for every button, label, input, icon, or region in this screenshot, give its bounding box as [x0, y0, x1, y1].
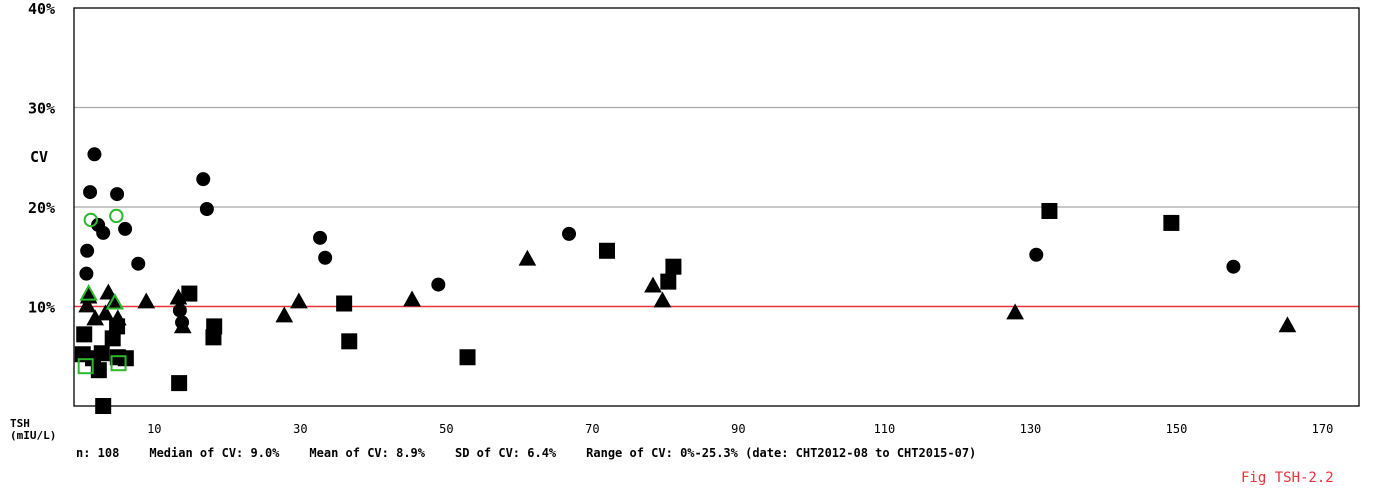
point-circle: [83, 185, 98, 200]
point-triangle: [137, 292, 156, 309]
point-square: [109, 318, 126, 335]
point-circle: [80, 243, 95, 258]
stat-median: Median of CV: 9.0%: [149, 446, 280, 460]
point-circle: [562, 226, 577, 241]
point-triangle: [79, 284, 98, 301]
point-square: [336, 295, 353, 312]
x-tick-label: 90: [731, 422, 745, 436]
point-square: [1163, 214, 1180, 231]
x-tick-label: 110: [874, 422, 896, 436]
stat-n: n: 108: [76, 446, 120, 460]
point-square: [665, 258, 682, 275]
point-circle: [1226, 259, 1241, 274]
point-circle: [318, 250, 333, 265]
y-axis-label: CV: [30, 148, 48, 166]
x-tick-label: 10: [147, 422, 161, 436]
stat-mean: Mean of CV: 8.9%: [309, 446, 425, 460]
point-square: [660, 273, 677, 290]
point-square: [95, 398, 112, 414]
grid-lines: [74, 106, 1359, 208]
point-triangle: [1006, 303, 1024, 320]
point-circle: [199, 201, 214, 216]
plot-frame: [73, 7, 1360, 407]
y-tick-label: 20%: [28, 199, 55, 217]
point-triangle: [275, 306, 294, 323]
point-circle: [79, 266, 94, 281]
x-tick-label: 130: [1020, 422, 1042, 436]
y-tick-label: 30%: [28, 100, 55, 118]
point-circle: [313, 230, 328, 245]
point-square: [110, 355, 127, 372]
figure-label: Fig TSH-2.2: [1241, 470, 1334, 486]
point-square: [171, 375, 188, 392]
point-circle: [96, 225, 111, 240]
stat-range: Range of CV: 0%-25.3% (date: CHT2012-08 …: [586, 446, 977, 460]
x-tick-label: 70: [585, 422, 599, 436]
point-square: [93, 345, 110, 362]
point-circle: [118, 221, 133, 236]
x-tick-labels: 10 30 50 70 90 110 130 150 170: [147, 422, 1333, 436]
point-circle: [87, 147, 102, 162]
point-circle: [1029, 247, 1044, 262]
y-tick-labels: 10% 20% 30% 40%: [28, 0, 55, 317]
y-tick-label: 40%: [28, 0, 55, 18]
point-square: [76, 326, 93, 343]
point-circle: [196, 172, 211, 187]
point-triangle: [518, 249, 537, 266]
point-circle: [83, 212, 98, 228]
point-square: [90, 362, 107, 379]
point-triangle: [86, 309, 105, 326]
point-square: [341, 333, 358, 350]
x-axis-label-line2: (mIU/L): [10, 429, 56, 442]
x-tick-label: 50: [439, 422, 453, 436]
point-triangle: [403, 290, 421, 307]
point-square: [598, 242, 615, 259]
stats-line: n: 108 Median of CV: 9.0% Mean of CV: 8.9%…: [76, 446, 1006, 460]
point-square: [77, 358, 94, 375]
x-axis-label-line1: TSH: [10, 417, 30, 430]
point-triangle: [644, 276, 662, 293]
point-circle: [110, 187, 125, 202]
point-triangle: [173, 317, 192, 334]
x-tick-label: 170: [1312, 422, 1334, 436]
point-square: [459, 349, 476, 366]
y-tick-label: 10%: [28, 299, 55, 317]
point-triangle: [78, 296, 96, 313]
point-triangle: [105, 292, 125, 310]
point-circle: [109, 208, 124, 224]
point-triangle: [96, 304, 115, 321]
point-square: [205, 329, 222, 346]
stat-sd: SD of CV: 6.4%: [455, 446, 557, 460]
point-circle: [172, 303, 187, 318]
point-triangle: [1278, 316, 1297, 333]
point-circle: [131, 256, 146, 271]
point-triangle: [653, 291, 672, 308]
point-circle: [431, 277, 446, 292]
data-points: [74, 147, 1297, 414]
point-square: [181, 285, 198, 302]
point-square: [1041, 202, 1058, 219]
scatter-chart: 10% 20% 30% 40% 10 30 50 70 90 110 130 150 170 CV T…: [10, 0, 1360, 442]
point-triangle: [99, 283, 118, 300]
x-tick-label: 30: [293, 422, 307, 436]
point-triangle: [290, 292, 308, 309]
x-tick-label: 150: [1166, 422, 1188, 436]
